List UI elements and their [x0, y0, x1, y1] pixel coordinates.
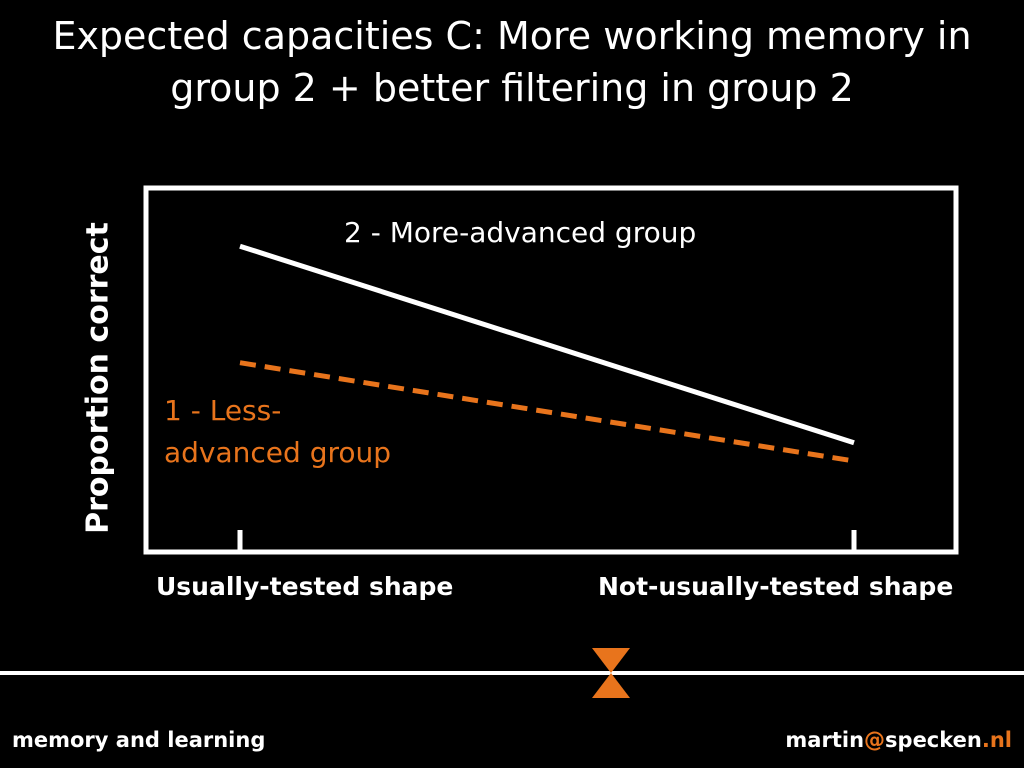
hourglass-icon	[592, 648, 630, 698]
series-line-less-advanced	[239, 360, 855, 464]
email-tld: nl	[989, 728, 1012, 752]
footer-course-name: memory and learning	[12, 728, 266, 752]
y-axis-label: Proportion correct	[80, 222, 116, 534]
email-at: @	[864, 728, 886, 752]
slide-title-line-2: group 2 + better filtering in group 2	[170, 66, 854, 110]
x-axis-ticks	[237, 530, 857, 552]
email-domain: specken	[885, 728, 982, 752]
footer-email[interactable]: martin@specken.nl	[785, 728, 1012, 752]
slide-title-line-1: Expected capacities C: More working memo…	[52, 14, 972, 58]
series-label-less-advanced-line-2: advanced group	[164, 436, 392, 469]
series-lines	[239, 243, 855, 464]
series-line-more-advanced	[239, 243, 855, 446]
x-tick-label-usually-tested: Usually-tested shape	[156, 572, 454, 601]
series-label-less-advanced: 1 - Less- advanced group	[164, 390, 391, 474]
slide-title: Expected capacities C: More working memo…	[0, 10, 1024, 114]
series-label-more-advanced: 2 - More-advanced group	[344, 216, 697, 249]
email-dot: .	[981, 728, 990, 752]
x-tick-label-not-usually-tested: Not-usually-tested shape	[598, 572, 954, 601]
chart-frame	[143, 185, 959, 555]
series-label-less-advanced-line-1: 1 - Less-	[164, 394, 282, 427]
email-user: martin	[785, 728, 865, 752]
footer-divider	[0, 671, 1024, 675]
